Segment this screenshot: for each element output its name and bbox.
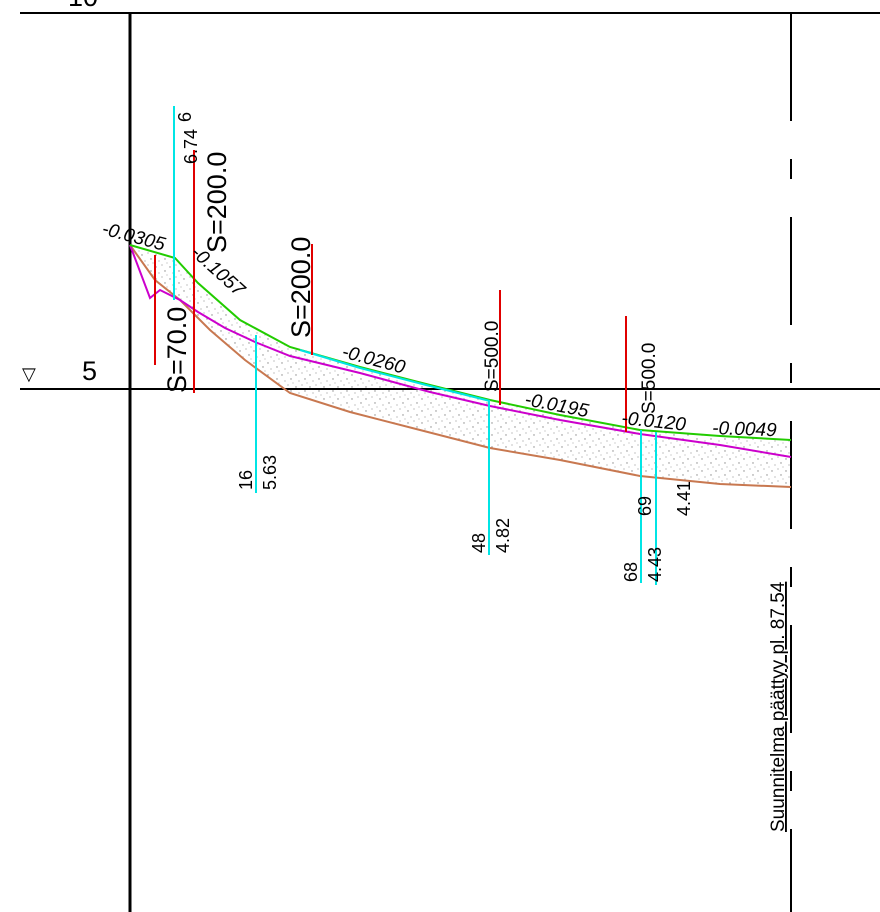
water-level-icon: ▽ [22,364,36,384]
curve-radius-label: S=200.0 [286,237,316,338]
station-number-label: 6 [175,112,195,122]
station-value-label: 4.41 [674,481,694,516]
station-value-label: 4.43 [645,547,665,582]
station-number-label: 69 [635,496,655,516]
curve-radius-label: S=70.0 [162,307,192,393]
station-number-label: 68 [621,562,641,582]
station-value-label: 4.82 [493,518,513,553]
station-value-label: 5.63 [260,455,280,490]
plan-end-label: Suunnitelma päättyy pl. 87.54 [768,581,789,832]
fill-area [130,245,791,487]
station-number-label: 16 [236,470,256,490]
curve-radius-label: S=200.0 [202,152,232,253]
grade-label: -0.0049 [712,418,778,441]
elevation-ref-label: 5 [82,356,97,386]
ground-line-highlight [299,349,491,402]
station-number-label: 48 [469,533,489,553]
design-line [129,244,792,458]
curve-radius-label: S=500.0 [482,321,503,392]
elevation-top-label: 10 [68,0,98,12]
curve-radius-label: S=500.0 [639,343,660,414]
station-value-label: 6.74 [181,129,201,164]
